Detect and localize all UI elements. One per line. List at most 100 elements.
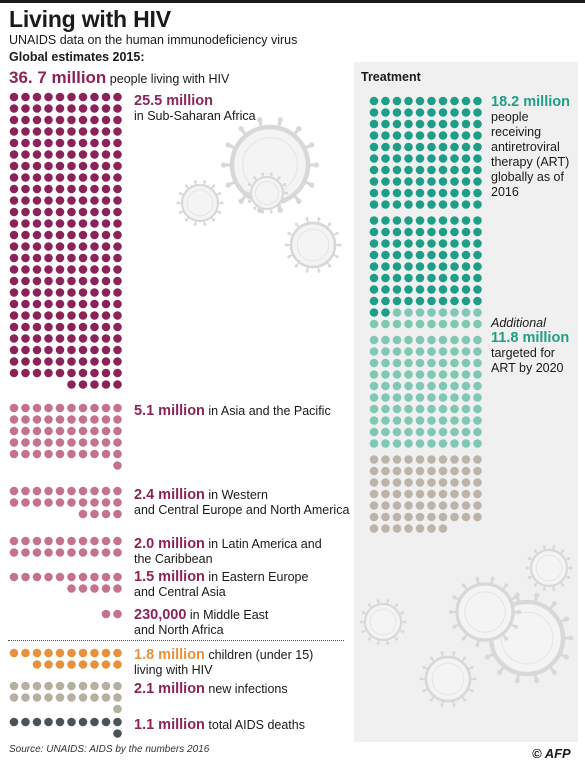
dot-art-remaining [404,466,413,476]
dot-eastern-europe-central-asia [113,572,122,582]
dot-sub-saharan-africa [44,104,53,113]
dot-sub-saharan-africa [21,92,30,102]
dot-art-target [438,308,448,317]
dot-sub-saharan-africa [67,138,76,148]
dot-art-receiving [461,250,471,260]
dot-art-receiving [392,239,402,248]
dot-sub-saharan-africa [44,253,53,263]
virus-decoration [525,545,573,591]
dot-latin-america-caribbean [9,548,19,557]
region-text: in Latin America and [204,537,322,551]
dot-asia-pacific [44,449,53,459]
dot-art-receiving [415,285,425,294]
dot-sub-saharan-africa [32,92,42,102]
dot-west-central-europe-north-america [101,509,111,519]
dot-sub-saharan-africa [101,311,111,320]
dot-art-receiving [415,239,425,248]
dot-art-remaining [415,489,425,499]
dot-art-target [381,347,390,356]
dot-sub-saharan-africa [55,184,65,194]
dot-art-receiving [415,177,425,186]
dot-latin-america-caribbean [78,548,88,557]
dot-art-remaining [461,489,471,499]
dot-sub-saharan-africa [32,368,42,378]
dot-art-receiving [461,200,471,209]
dot-sub-saharan-africa [9,288,19,297]
dot-art-receiving [438,108,448,117]
dot-asia-pacific [67,438,76,447]
dot-latin-america-caribbean [67,548,76,557]
dot-art-receiving [438,96,448,106]
dot-asia-pacific [113,461,122,470]
dot-sub-saharan-africa [9,311,19,320]
dot-art-receiving [461,142,471,152]
dot-art-target [392,393,402,402]
dot-art-receiving [404,188,413,198]
dot-art-receiving [392,165,402,175]
dot-art-target [381,370,390,379]
dot-art-target [369,370,379,379]
dot-art-remaining [450,466,459,476]
dot-art-remaining [450,455,459,464]
dot-sub-saharan-africa [113,115,122,125]
dot-sub-saharan-africa [78,196,88,205]
dot-west-central-europe-north-america [113,498,122,507]
region-label-latam: 2.0 million in Latin America and the Car… [134,537,322,567]
dot-west-central-europe-north-america [101,486,111,496]
dot-art-receiving [461,296,471,306]
dot-art-receiving [427,96,436,106]
region-value: 25.5 million [134,93,213,109]
dot-art-target [461,308,471,317]
dot-asia-pacific [113,426,122,436]
dot-art-target [381,416,390,425]
dot-sub-saharan-africa [90,138,99,148]
dot-art-target [438,358,448,368]
dot-sub-saharan-africa [78,357,88,366]
dot-sub-saharan-africa [67,196,76,205]
dot-art-target [461,319,471,329]
dot-art-target [392,404,402,414]
dot-art-remaining [404,489,413,499]
dot-art-receiving [450,96,459,106]
dot-art-receiving [415,154,425,163]
dot-art-remaining [415,466,425,476]
dot-sub-saharan-africa [21,288,30,297]
dot-art-target [392,381,402,391]
dot-art-remaining [427,489,436,499]
dot-sub-saharan-africa [101,161,111,171]
dot-sub-saharan-africa [44,92,53,102]
dot-sub-saharan-africa [113,311,122,320]
dot-art-receiving [438,131,448,140]
dot-art-receiving [427,177,436,186]
dot-art-remaining [381,455,390,464]
dot-asia-pacific [44,415,53,424]
dot-art-target [427,347,436,356]
dot-eastern-europe-central-asia [113,584,122,593]
dot-sub-saharan-africa [32,299,42,309]
dot-eastern-europe-central-asia [90,584,99,593]
dot-art-receiving [381,308,390,317]
dot-sub-saharan-africa [90,219,99,228]
dot-sub-saharan-africa [90,104,99,113]
dot-art-target [427,319,436,329]
dot-sub-saharan-africa [90,357,99,366]
dot-new-infections [113,681,122,691]
dot-art-target [473,439,482,448]
dot-art-receiving [461,96,471,106]
dot-art-remaining [392,512,402,522]
dot-asia-pacific [9,403,19,413]
dot-sub-saharan-africa [21,207,30,217]
dot-sub-saharan-africa [113,230,122,240]
dot-sub-saharan-africa [113,127,122,136]
dot-art-receiving [381,285,390,294]
dot-art-receiving [450,154,459,163]
dot-art-receiving [473,142,482,152]
dot-sub-saharan-africa [44,150,53,159]
dot-asia-pacific [21,403,30,413]
dot-sub-saharan-africa [101,253,111,263]
total-text: people living with HIV [106,72,230,86]
dot-art-receiving [438,216,448,225]
dot-sub-saharan-africa [55,230,65,240]
dot-art-remaining [404,478,413,487]
dot-art-target [381,404,390,414]
